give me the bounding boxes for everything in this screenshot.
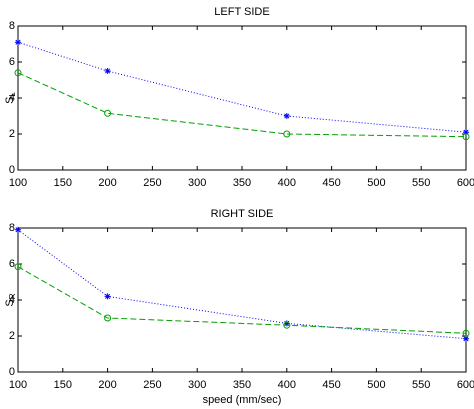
y-tick-label: 2 — [9, 330, 15, 342]
y-axis-label-subscript: L — [8, 92, 17, 97]
x-tick-label: 150 — [54, 177, 72, 189]
y-axis-label: SL — [4, 92, 17, 104]
plot-area — [17, 227, 467, 373]
x-tick-label: 550 — [412, 379, 430, 391]
chart-title: RIGHT SIDE — [211, 208, 274, 220]
marker — [104, 109, 112, 117]
x-tick-label: 200 — [98, 177, 116, 189]
marker — [283, 113, 290, 119]
y-tick-label: 6 — [9, 56, 15, 68]
x-tick-label: 100 — [9, 177, 27, 189]
x-tick-label: 350 — [233, 177, 251, 189]
marker — [283, 321, 291, 329]
marker — [14, 263, 22, 271]
y-tick-label: 2 — [9, 128, 15, 140]
y-axis-label-subscript: R — [8, 293, 17, 299]
x-tick-label: 100 — [9, 379, 27, 391]
plot-area — [17, 25, 467, 171]
marker — [462, 133, 470, 141]
marker — [283, 320, 290, 327]
y-tick-label: 8 — [9, 20, 15, 32]
marker — [462, 329, 470, 337]
x-tick-label: 250 — [143, 379, 161, 391]
chart-title: LEFT SIDE — [214, 6, 269, 18]
x-tick-label: 450 — [322, 379, 340, 391]
marker — [104, 293, 111, 300]
x-tick-label: 450 — [322, 177, 340, 189]
x-axis-label: speed (mm/sec) — [203, 394, 282, 406]
series-line — [17, 41, 467, 133]
marker — [104, 314, 112, 322]
marker — [14, 69, 22, 77]
x-tick-label: 150 — [54, 379, 72, 391]
x-tick-label: 300 — [188, 379, 206, 391]
marker — [283, 130, 291, 138]
y-tick-label: 6 — [9, 258, 15, 270]
marker — [15, 226, 21, 233]
y-tick-label: 0 — [9, 366, 15, 378]
y-tick-label: 8 — [9, 222, 15, 234]
y-tick-label: 4 — [9, 294, 15, 306]
x-tick-label: 600 — [457, 379, 474, 391]
series-line — [17, 266, 467, 334]
marker — [463, 129, 469, 136]
marker — [15, 39, 21, 46]
x-tick-label: 500 — [367, 177, 385, 189]
y-axis-label: SR — [4, 293, 17, 306]
x-tick-label: 600 — [457, 177, 474, 189]
x-tick-label: 400 — [278, 177, 296, 189]
y-tick-label: 0 — [9, 164, 15, 176]
x-tick-label: 200 — [98, 379, 116, 391]
x-tick-label: 400 — [278, 379, 296, 391]
x-tick-label: 550 — [412, 177, 430, 189]
series-line — [17, 72, 467, 138]
x-tick-label: 250 — [143, 177, 161, 189]
x-tick-label: 500 — [367, 379, 385, 391]
marker — [104, 68, 111, 74]
x-tick-label: 300 — [188, 177, 206, 189]
x-tick-label: 350 — [233, 379, 251, 391]
y-tick-label: 4 — [9, 92, 15, 104]
marker — [463, 335, 469, 342]
